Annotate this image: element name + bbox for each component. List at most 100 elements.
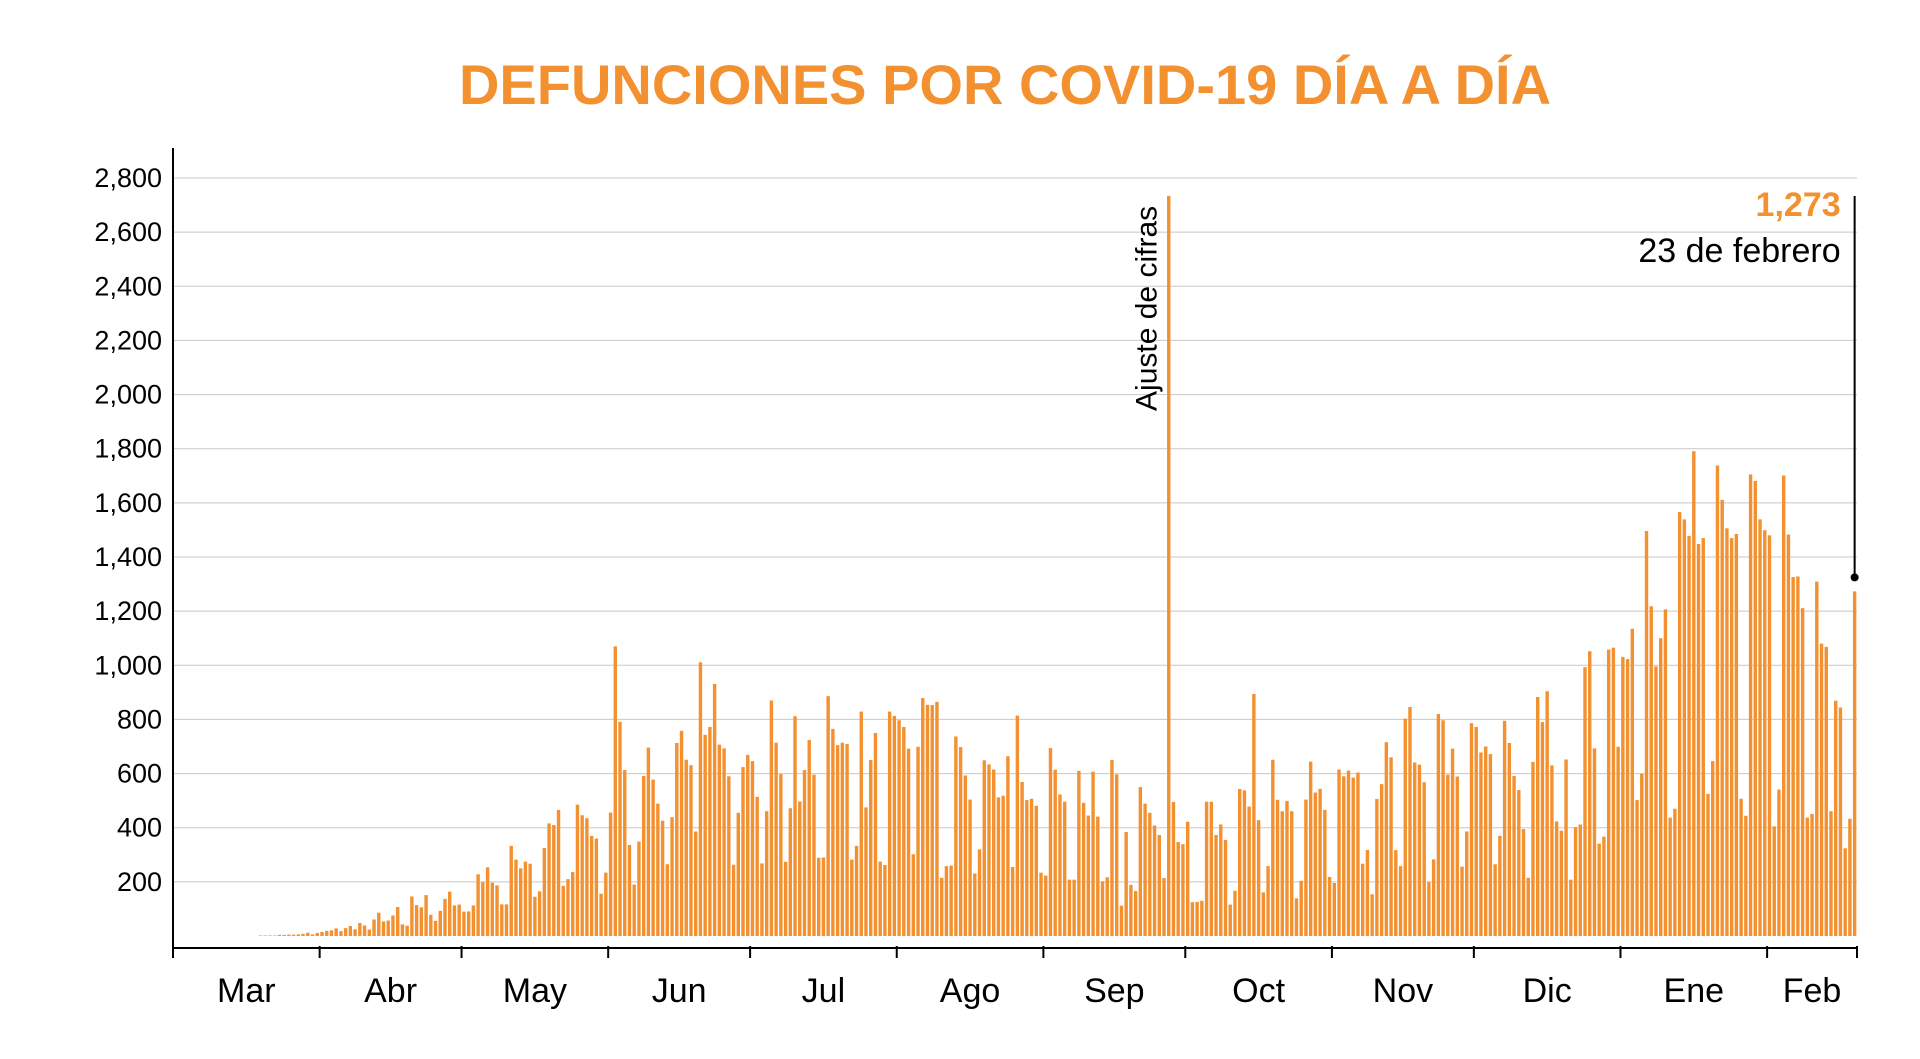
bar xyxy=(1290,811,1294,936)
bar xyxy=(921,698,925,936)
bar xyxy=(821,857,826,936)
bar xyxy=(1800,608,1805,936)
bar xyxy=(1602,836,1606,936)
bar xyxy=(353,929,357,936)
bar xyxy=(1644,531,1649,936)
bar xyxy=(1474,727,1478,936)
bar xyxy=(1531,761,1535,936)
bar xyxy=(1129,884,1133,936)
bar xyxy=(1299,880,1303,936)
bar xyxy=(1039,872,1043,936)
bar xyxy=(1275,799,1280,936)
bar xyxy=(1829,811,1833,936)
bar xyxy=(1370,894,1374,936)
bar xyxy=(1356,772,1360,936)
bar xyxy=(689,765,693,936)
bar xyxy=(1578,824,1582,936)
bar xyxy=(410,896,414,936)
bar xyxy=(613,646,617,936)
annotations: Ajuste de cifras 1,273 23 de febrero xyxy=(1131,186,1859,582)
bar xyxy=(1285,800,1289,936)
bar xyxy=(1663,609,1668,936)
bar xyxy=(698,662,703,936)
bar xyxy=(859,711,863,936)
bar xyxy=(1588,651,1592,936)
bar xyxy=(547,823,551,936)
bar xyxy=(1256,820,1261,936)
bar xyxy=(1763,530,1767,936)
bar xyxy=(452,905,457,936)
bar xyxy=(916,746,920,936)
bar xyxy=(1015,715,1020,936)
bar xyxy=(717,744,722,936)
bar xyxy=(1673,808,1677,936)
bar xyxy=(1446,774,1450,936)
bar xyxy=(1398,866,1403,936)
bar xyxy=(575,804,580,936)
bar xyxy=(1753,480,1757,936)
bar xyxy=(273,935,277,936)
bar xyxy=(1436,714,1441,936)
bar xyxy=(1044,875,1048,936)
bar xyxy=(405,925,409,936)
bar xyxy=(419,907,424,936)
bar xyxy=(1786,534,1791,936)
bar xyxy=(670,817,674,936)
bar xyxy=(973,873,977,936)
bar xyxy=(1427,882,1431,936)
month-label: Nov xyxy=(1373,972,1433,1010)
bar xyxy=(1668,817,1672,936)
bar xyxy=(490,882,494,936)
axes xyxy=(172,148,1857,949)
bar xyxy=(604,872,608,936)
bar xyxy=(1351,777,1355,936)
bar xyxy=(1692,451,1696,936)
bar xyxy=(1214,835,1218,936)
bar xyxy=(963,775,968,936)
bar xyxy=(1625,659,1630,936)
bar xyxy=(599,893,603,936)
bar xyxy=(1658,638,1663,936)
bar xyxy=(1223,839,1228,936)
bar xyxy=(1389,757,1393,936)
bar xyxy=(1843,848,1847,936)
bar xyxy=(1346,770,1351,936)
bar xyxy=(580,815,584,936)
bar xyxy=(1100,881,1105,936)
bar xyxy=(854,845,859,936)
bar xyxy=(1115,774,1119,936)
bar xyxy=(1649,606,1653,936)
bar xyxy=(1621,656,1625,936)
bar xyxy=(296,934,301,936)
bar xyxy=(556,809,561,936)
bar xyxy=(708,727,712,936)
x-month-ticks: Mar Abr May Jun Jul Ago Sep Oct Nov Dic Ene Feb xyxy=(172,946,1858,1010)
bar xyxy=(1819,643,1824,936)
bar xyxy=(301,933,305,936)
bar xyxy=(433,920,438,936)
bar xyxy=(1559,830,1564,936)
bar xyxy=(1048,748,1053,936)
bar xyxy=(268,935,272,936)
bar xyxy=(282,934,286,936)
month-label: Jul xyxy=(802,972,845,1010)
bars xyxy=(258,195,1857,937)
bar xyxy=(1029,798,1034,936)
bar xyxy=(1507,742,1512,936)
bar xyxy=(1706,793,1710,937)
bar xyxy=(864,807,868,936)
bar xyxy=(746,754,750,936)
bar xyxy=(1242,790,1247,936)
bar xyxy=(258,935,263,936)
bar xyxy=(518,868,523,936)
bar xyxy=(788,808,793,936)
bar xyxy=(1280,811,1284,936)
bar xyxy=(1332,882,1336,936)
bar xyxy=(641,776,646,936)
bar xyxy=(310,934,315,936)
bar xyxy=(566,879,570,936)
bar xyxy=(1327,876,1332,936)
chart-title: DEFUNCIONES POR COVID-19 DÍA A DÍA xyxy=(458,53,1552,116)
bar xyxy=(1682,519,1687,936)
